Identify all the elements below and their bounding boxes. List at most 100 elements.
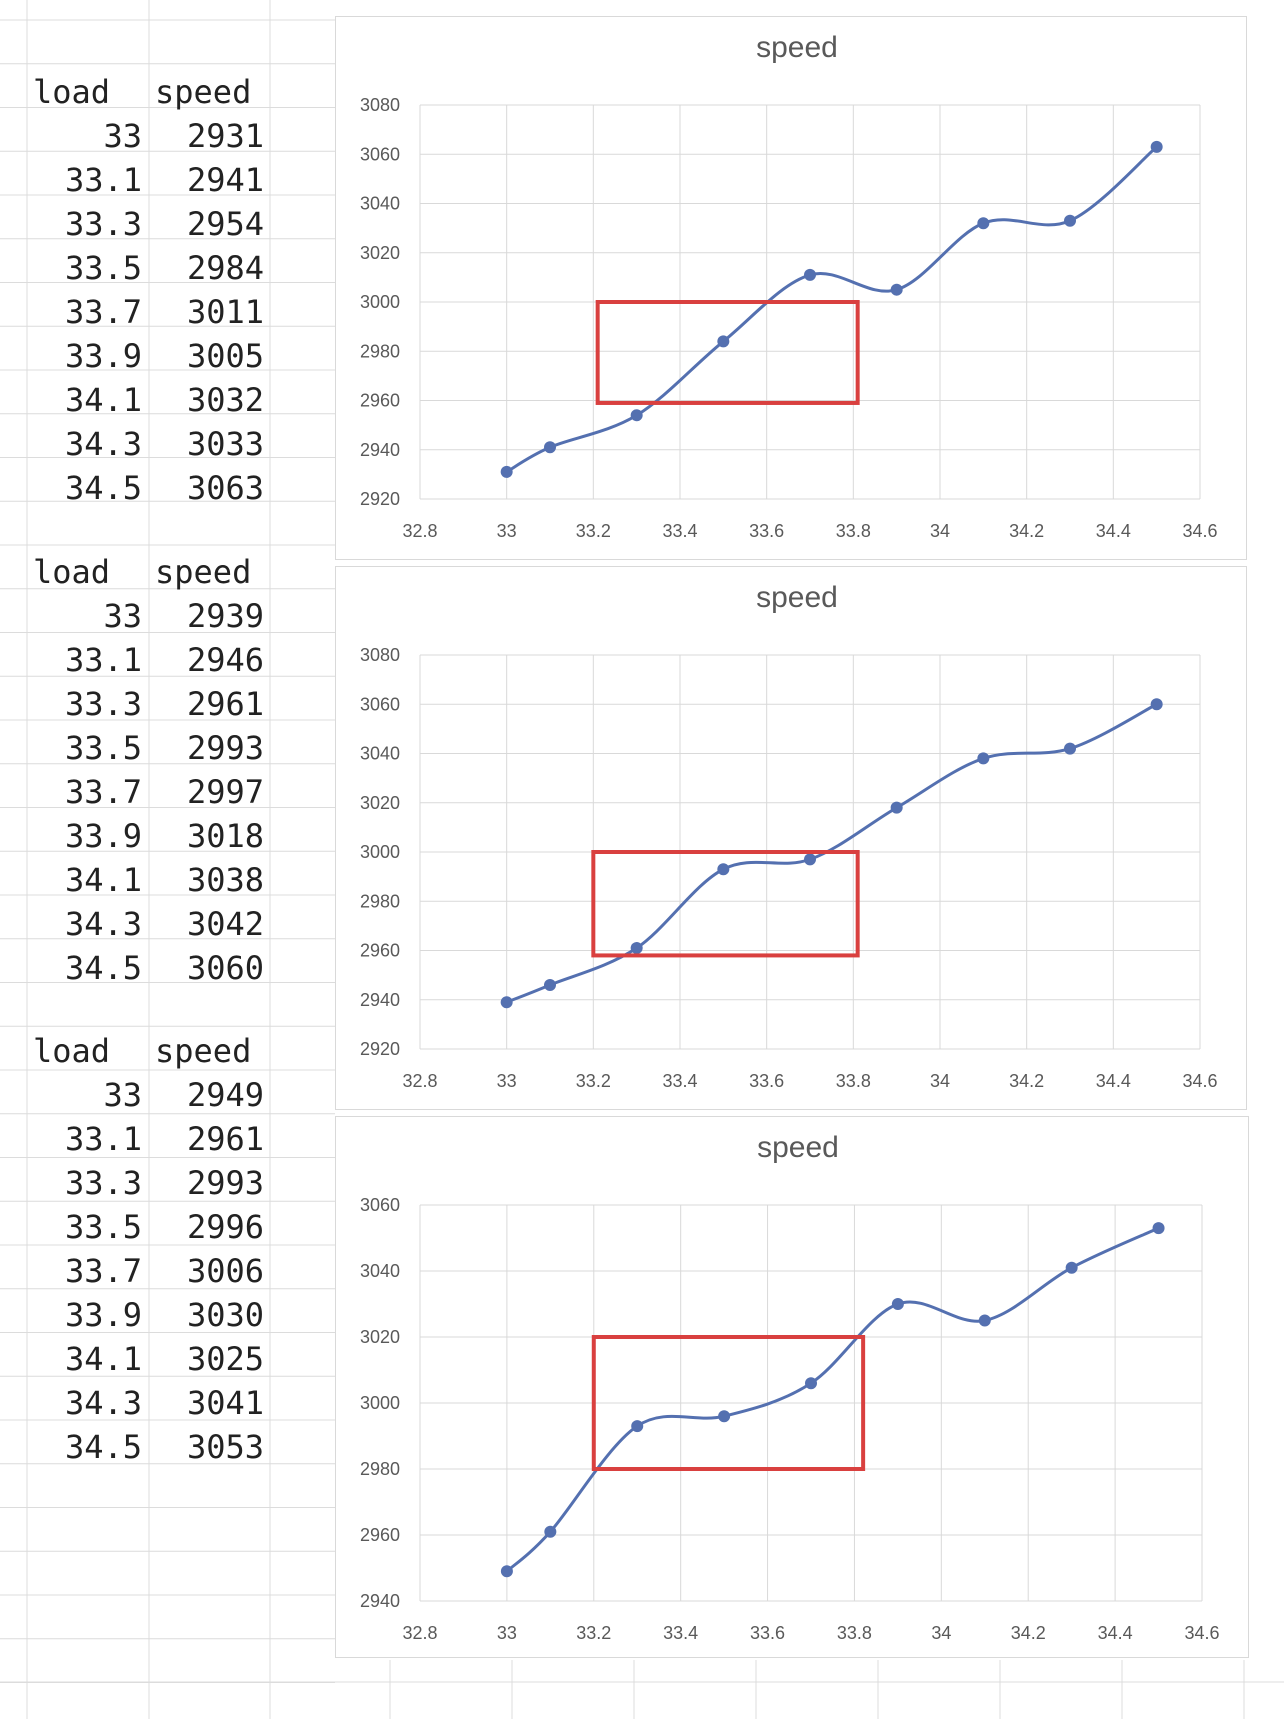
y-tick-label: 3040 xyxy=(360,744,400,764)
load-cell[interactable]: 34.3 xyxy=(64,425,142,463)
data-point[interactable] xyxy=(718,1410,731,1423)
data-point[interactable] xyxy=(1150,140,1163,153)
chart-panel-1[interactable]: speed 2920 2940 2960 2980 3000 3020 3040 3060 308… xyxy=(335,16,1247,560)
load-cell[interactable]: 33.5 xyxy=(64,729,142,767)
y-tick-label: 3020 xyxy=(360,793,400,813)
speed-cell[interactable]: 2996 xyxy=(186,1208,264,1246)
speed-cell[interactable]: 3042 xyxy=(186,905,264,943)
speed-cell[interactable]: 2949 xyxy=(186,1076,264,1114)
load-cell[interactable]: 33.9 xyxy=(64,817,142,855)
load-cell[interactable]: 33.7 xyxy=(64,293,142,331)
column-header-load[interactable]: load xyxy=(33,553,111,591)
y-tick-label: 3080 xyxy=(360,645,400,665)
data-point[interactable] xyxy=(717,335,730,348)
load-cell[interactable]: 33.3 xyxy=(64,205,142,243)
speed-cell[interactable]: 2961 xyxy=(186,685,264,723)
load-cell[interactable]: 33 xyxy=(103,1076,142,1114)
load-cell[interactable]: 33.1 xyxy=(64,1120,142,1158)
load-cell[interactable]: 34.5 xyxy=(64,949,142,987)
data-point[interactable] xyxy=(544,441,556,454)
load-cell[interactable]: 33.1 xyxy=(64,641,142,679)
data-point[interactable] xyxy=(631,1420,644,1433)
y-tick-label: 2940 xyxy=(360,440,400,460)
load-cell[interactable]: 33.5 xyxy=(64,249,142,287)
y-tick-label: 2940 xyxy=(360,990,400,1010)
speed-cell[interactable]: 2939 xyxy=(186,597,264,635)
speed-cell[interactable]: 3011 xyxy=(186,293,264,331)
speed-cell[interactable]: 3030 xyxy=(186,1296,264,1334)
data-point[interactable] xyxy=(500,465,513,478)
data-point[interactable] xyxy=(978,1314,991,1327)
data-point[interactable] xyxy=(500,1565,513,1578)
load-cell[interactable]: 34.1 xyxy=(64,861,142,899)
data-point[interactable] xyxy=(1152,1222,1165,1235)
speed-cell[interactable]: 2993 xyxy=(186,729,264,767)
load-cell[interactable]: 33.7 xyxy=(64,773,142,811)
load-cell[interactable]: 33.1 xyxy=(64,161,142,199)
speed-cell[interactable]: 2941 xyxy=(186,161,264,199)
data-point[interactable] xyxy=(1065,1261,1078,1274)
speed-cell[interactable]: 2961 xyxy=(186,1120,264,1158)
chart-panel-3[interactable]: speed 2940 2960 2980 3000 3020 3040 3060 32.8 33 3… xyxy=(335,1116,1249,1658)
data-point[interactable] xyxy=(630,942,643,955)
load-cell[interactable]: 33.3 xyxy=(64,1164,142,1202)
speed-cell[interactable]: 3060 xyxy=(186,949,264,987)
column-header-load[interactable]: load xyxy=(33,1032,111,1070)
data-point[interactable] xyxy=(804,268,816,281)
data-point[interactable] xyxy=(977,752,990,765)
y-tick-label: 3080 xyxy=(360,95,400,115)
column-header-load[interactable]: load xyxy=(33,73,111,111)
load-cell[interactable]: 34.3 xyxy=(64,905,142,943)
data-point[interactable] xyxy=(544,1525,557,1538)
data-point[interactable] xyxy=(544,978,556,991)
data-point[interactable] xyxy=(977,217,990,230)
speed-cell[interactable]: 2954 xyxy=(186,205,264,243)
data-point[interactable] xyxy=(890,801,903,814)
data-point[interactable] xyxy=(890,283,903,296)
load-cell[interactable]: 33.9 xyxy=(64,1296,142,1334)
load-cell[interactable]: 34.3 xyxy=(64,1384,142,1422)
load-cell[interactable]: 34.5 xyxy=(64,469,142,507)
speed-cell[interactable]: 2993 xyxy=(186,1164,264,1202)
speed-cell[interactable]: 3053 xyxy=(186,1428,264,1466)
load-cell[interactable]: 34.5 xyxy=(64,1428,142,1466)
speed-cell[interactable]: 3038 xyxy=(186,861,264,899)
speed-cell[interactable]: 2997 xyxy=(186,773,264,811)
load-cell[interactable]: 33 xyxy=(103,117,142,155)
load-cell[interactable]: 33 xyxy=(103,597,142,635)
load-cell[interactable]: 33.9 xyxy=(64,337,142,375)
data-point[interactable] xyxy=(805,1377,817,1390)
data-point[interactable] xyxy=(891,1298,904,1310)
speed-cell[interactable]: 3063 xyxy=(186,469,264,507)
speed-cell[interactable]: 3033 xyxy=(186,425,264,463)
load-cell[interactable]: 33.5 xyxy=(64,1208,142,1246)
x-tick-label: 33.6 xyxy=(750,1623,785,1643)
speed-cell[interactable]: 3025 xyxy=(186,1340,264,1378)
y-tick-label: 3060 xyxy=(360,144,400,164)
data-point[interactable] xyxy=(1064,214,1076,227)
column-header-speed[interactable]: speed xyxy=(155,553,252,591)
speed-cell[interactable]: 3041 xyxy=(186,1384,264,1422)
load-cell[interactable]: 34.1 xyxy=(64,1340,142,1378)
data-point[interactable] xyxy=(500,996,513,1009)
data-point[interactable] xyxy=(630,409,643,422)
load-cell[interactable]: 33.3 xyxy=(64,685,142,723)
speed-cell[interactable]: 2984 xyxy=(186,249,264,287)
x-tick-label: 33.4 xyxy=(662,1071,697,1091)
x-tick-label: 34.2 xyxy=(1009,521,1044,541)
data-point[interactable] xyxy=(1150,698,1163,711)
speed-cell[interactable]: 3032 xyxy=(186,381,264,419)
speed-cell[interactable]: 3005 xyxy=(186,337,264,375)
speed-cell[interactable]: 2931 xyxy=(186,117,264,155)
load-cell[interactable]: 33.7 xyxy=(64,1252,142,1290)
data-point[interactable] xyxy=(717,863,730,876)
speed-cell[interactable]: 2946 xyxy=(186,641,264,679)
chart-panel-2[interactable]: speed 2920 2940 2960 2980 3000 3020 3040 3060 308… xyxy=(335,566,1247,1110)
load-cell[interactable]: 34.1 xyxy=(64,381,142,419)
data-point[interactable] xyxy=(804,853,816,866)
speed-cell[interactable]: 3018 xyxy=(186,817,264,855)
data-point[interactable] xyxy=(1064,742,1076,755)
column-header-speed[interactable]: speed xyxy=(155,73,252,111)
column-header-speed[interactable]: speed xyxy=(155,1032,252,1070)
speed-cell[interactable]: 3006 xyxy=(186,1252,264,1290)
